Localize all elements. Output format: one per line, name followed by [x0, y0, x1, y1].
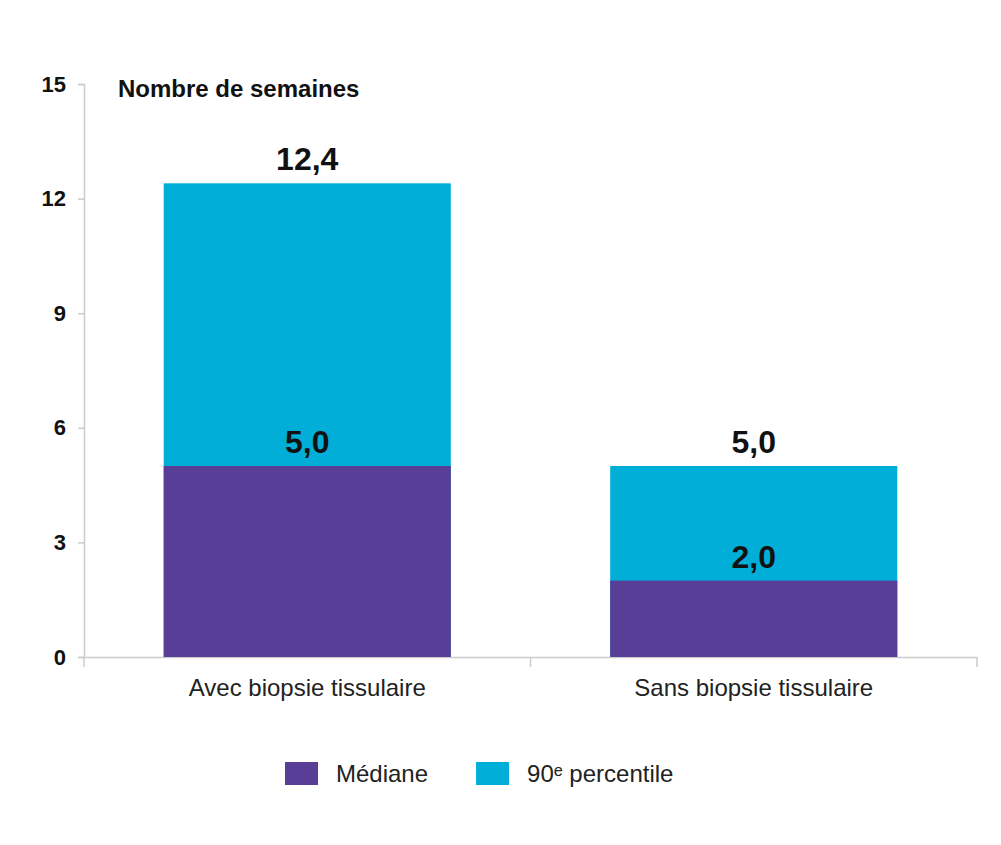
y-tick: 0 — [54, 645, 84, 670]
data-label: 5,0 — [285, 424, 329, 460]
y-tick: 15 — [42, 72, 84, 97]
x-tick-label: Sans biopsie tissulaire — [634, 674, 873, 701]
y-tick-label: 9 — [54, 301, 66, 326]
x-tick-label: Avec biopsie tissulaire — [189, 674, 426, 701]
data-label: 5,0 — [732, 424, 776, 460]
y-tick-label: 15 — [42, 72, 66, 97]
x-axis: Avec biopsie tissulaire Sans biopsie tiss… — [85, 657, 978, 701]
y-tick-mark — [78, 84, 84, 86]
y-tick: 9 — [54, 301, 84, 326]
legend-label: 90ᵉ percentile — [527, 760, 673, 787]
y-tick: 3 — [54, 530, 84, 555]
legend-item: Médiane — [285, 760, 428, 787]
y-tick-mark — [78, 313, 84, 315]
y-tick-mark — [78, 428, 84, 430]
y-axis-title: Nombre de semaines — [118, 75, 359, 102]
y-tick-mark — [78, 542, 84, 544]
legend: Médiane 90ᵉ percentile — [285, 760, 673, 787]
bar — [164, 466, 451, 657]
x-separator — [976, 657, 978, 667]
y-tick: 6 — [54, 415, 84, 440]
data-label: 2,0 — [732, 539, 776, 575]
bar — [164, 183, 451, 657]
legend-label: Médiane — [336, 760, 428, 787]
x-tick: Avec biopsie tissulaire — [189, 657, 426, 701]
y-tick-label: 0 — [54, 645, 66, 670]
legend-swatch — [285, 762, 318, 785]
x-tick: Sans biopsie tissulaire — [634, 657, 873, 701]
data-labels: 5,0 2,0 12,4 5,0 — [276, 141, 776, 574]
bar — [610, 466, 897, 657]
y-tick-mark — [78, 657, 84, 659]
y-axis: 0 3 6 9 12 15 — [42, 72, 85, 670]
data-label: 12,4 — [276, 141, 338, 177]
legend-item: 90ᵉ percentile — [476, 760, 673, 787]
bars — [164, 183, 898, 657]
y-axis-line — [78, 85, 85, 658]
chart: 0 3 6 9 12 15 Avec biopsie tissulaire Sans biop… — [0, 0, 1001, 845]
y-tick-label: 6 — [54, 415, 66, 440]
x-separator — [530, 657, 532, 667]
y-tick-label: 3 — [54, 530, 66, 555]
y-tick: 12 — [42, 186, 84, 211]
bar — [610, 581, 897, 657]
x-separator — [83, 657, 85, 667]
legend-swatch — [476, 762, 509, 785]
x-separators — [84, 657, 977, 667]
y-tick-mark — [78, 198, 84, 200]
y-tick-label: 12 — [42, 186, 66, 211]
